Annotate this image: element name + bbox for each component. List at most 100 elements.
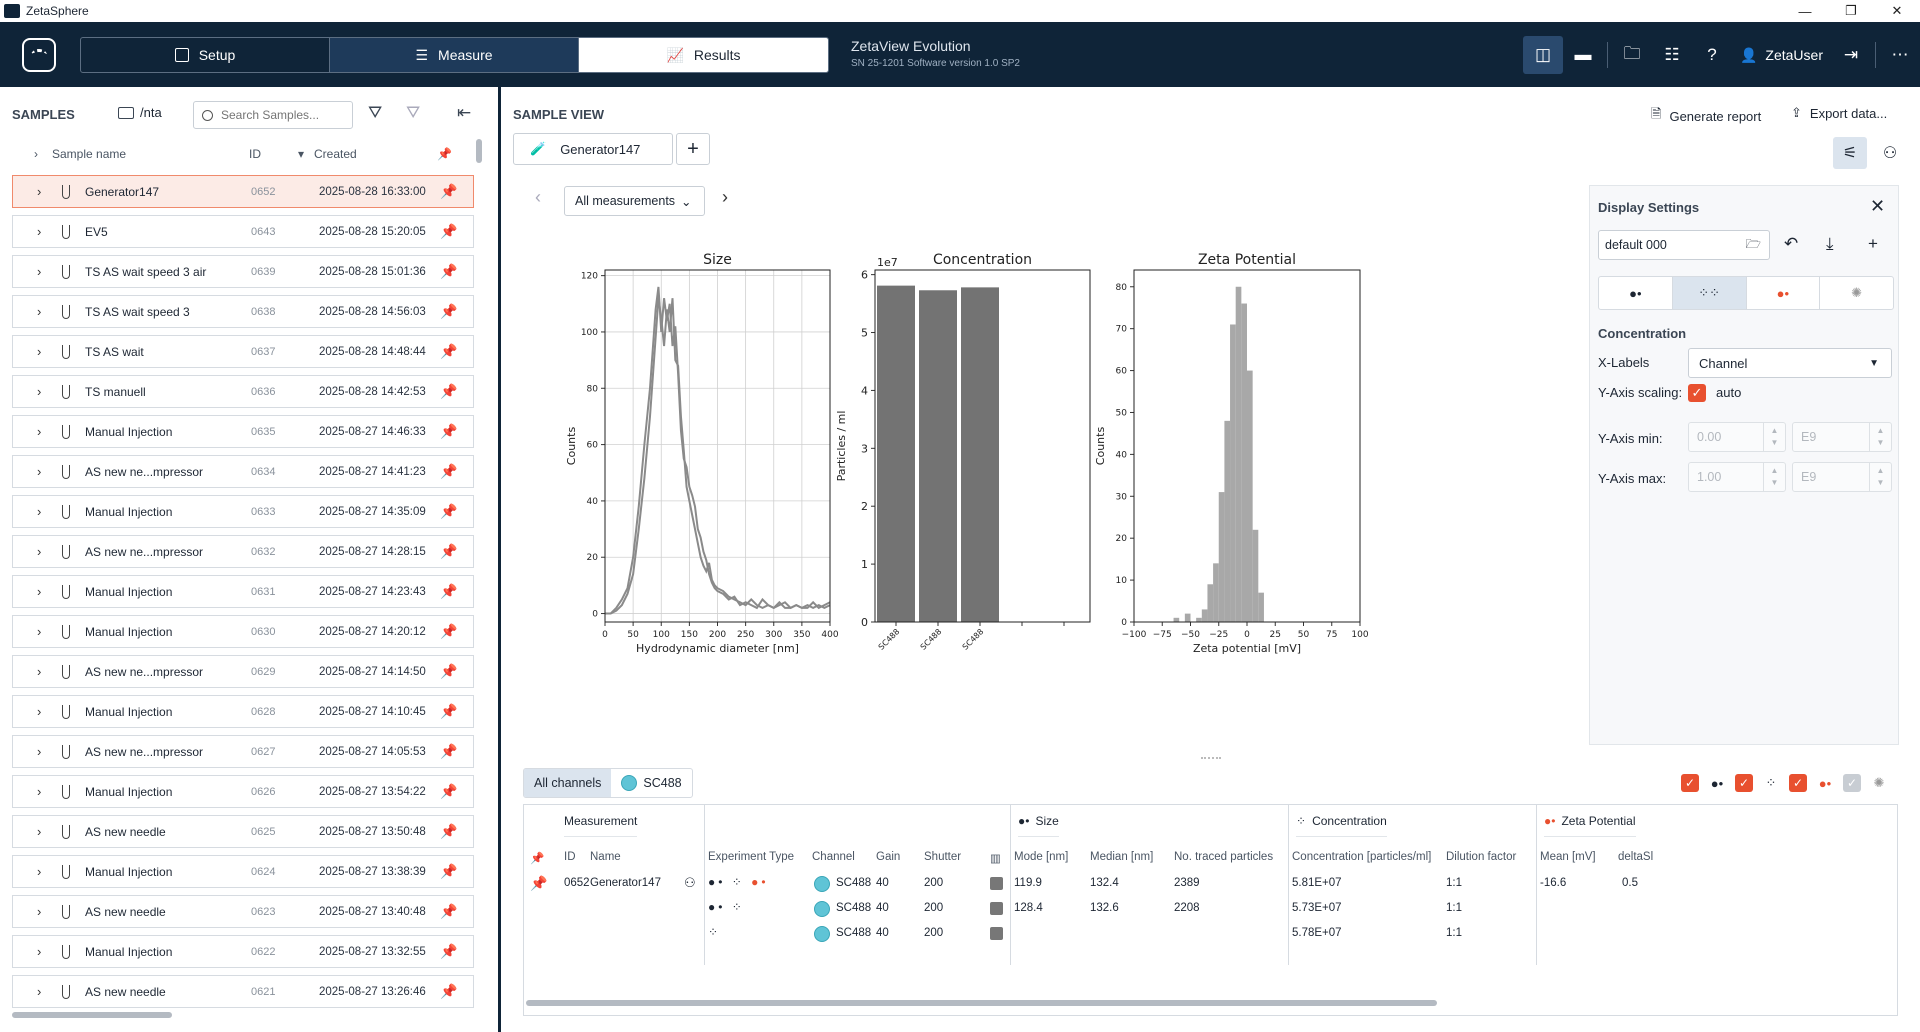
sample-row[interactable]: › AS new needle 0621 2025-08-27 13:26:46 📌 — [12, 975, 474, 1008]
display-settings-toggle-icon[interactable]: ⚟ — [1833, 137, 1867, 169]
add-icon[interactable]: + — [1868, 234, 1878, 253]
chevron-right-icon[interactable]: › — [37, 984, 42, 999]
sample-row[interactable]: › EV5 0643 2025-08-28 15:20:05 📌 — [12, 215, 474, 248]
col-name[interactable]: Sample name — [52, 147, 127, 161]
sample-row[interactable]: › AS new needle 0625 2025-08-27 13:50:48 📌 — [12, 815, 474, 848]
chevron-right-icon[interactable]: › — [37, 464, 42, 479]
close-icon[interactable]: ✕ — [1891, 3, 1903, 18]
size-chart-icon[interactable]: ●• — [1599, 277, 1673, 309]
app-logo-icon[interactable] — [22, 38, 56, 72]
sample-row[interactable]: › Manual Injection 0630 2025-08-27 14:20:12… — [12, 615, 474, 648]
more-icon[interactable]: ⋯ — [1891, 45, 1909, 64]
maximize-icon[interactable]: ❐ — [1845, 3, 1857, 18]
search-box[interactable] — [193, 101, 353, 129]
sample-row[interactable]: › TS AS wait 0637 2025-08-28 14:48:44 📌 — [12, 335, 474, 368]
pin-icon[interactable]: 📌 — [440, 943, 458, 959]
ymin-unit-stepper[interactable]: ▲ ▼ — [1869, 423, 1891, 451]
folder-open-icon[interactable]: 🗁 — [1745, 236, 1761, 251]
sample-row[interactable]: › TS AS wait speed 3 air 0639 2025-08-28 15… — [12, 255, 474, 288]
pin-icon[interactable]: 📌 — [440, 583, 458, 599]
pin-icon[interactable]: 📌 — [440, 463, 458, 479]
pin-header-icon[interactable]: 📌 — [530, 853, 545, 865]
pin-icon[interactable]: 📌 — [440, 623, 458, 639]
chevron-right-icon[interactable]: › — [37, 864, 42, 879]
tab-all-channels[interactable]: All channels — [524, 769, 612, 797]
analysis-icon[interactable]: ⚇ — [1882, 145, 1898, 162]
full-layout-icon[interactable]: ▬ — [1574, 45, 1592, 64]
pin-header-icon[interactable]: 📌 — [437, 147, 452, 161]
chevron-right-icon[interactable]: › — [37, 184, 42, 199]
expand-all-icon[interactable]: › — [34, 147, 38, 161]
sample-row[interactable]: › AS new ne...mpressor 0629 2025-08-27 14:1… — [12, 655, 474, 688]
pin-icon[interactable]: 📌 — [440, 863, 458, 879]
ymax-stepper[interactable]: ▲ ▼ — [1763, 463, 1785, 491]
minimize-icon[interactable]: — — [1798, 3, 1812, 19]
brightness-chart-icon[interactable]: ✺ — [1851, 285, 1863, 300]
chevron-right-icon[interactable]: › — [37, 504, 42, 519]
sample-row[interactable]: › AS new ne...mpressor 0627 2025-08-27 14:0… — [12, 735, 474, 768]
chevron-right-icon[interactable]: › — [37, 384, 42, 399]
chevron-right-icon[interactable]: › — [37, 224, 42, 239]
pin-icon[interactable]: 📌 — [440, 783, 458, 799]
samples-vscroll[interactable] — [476, 139, 482, 163]
search-input[interactable] — [221, 108, 341, 122]
ymin-input[interactable]: 0.00 ▲ ▼ — [1688, 422, 1786, 452]
close-icon[interactable]: ✕ — [1870, 196, 1886, 216]
samples-hscroll[interactable] — [12, 1012, 172, 1018]
user-menu[interactable]: 👤 ZetaUser — [1732, 47, 1831, 64]
chevron-right-icon[interactable]: › — [37, 344, 42, 359]
chevron-right-icon[interactable]: › — [37, 704, 42, 719]
measurement-select[interactable]: All measurements ⌄ — [564, 186, 705, 216]
series-color-swatch[interactable] — [990, 902, 1003, 915]
sample-row[interactable]: › Manual Injection 0635 2025-08-27 14:46:33… — [12, 415, 474, 448]
add-sample-tab-button[interactable]: + — [676, 133, 710, 165]
sample-row[interactable]: › AS new needle 0623 2025-08-27 13:40:48 📌 — [12, 895, 474, 928]
help-icon[interactable]: ? — [1707, 45, 1717, 64]
pin-icon[interactable]: 📌 — [440, 343, 458, 359]
chevron-right-icon[interactable]: › — [37, 904, 42, 919]
logout-icon[interactable]: ⇥ — [1843, 45, 1859, 64]
next-measurement-icon[interactable]: › — [722, 187, 728, 207]
chevron-right-icon[interactable]: › — [37, 424, 42, 439]
filter-icon[interactable]: ⛛ — [368, 103, 383, 122]
preset-field[interactable]: default 000 🗁 — [1598, 230, 1770, 260]
pin-icon[interactable]: 📌 — [530, 875, 548, 891]
conc-toggle-checkbox[interactable]: ✓ — [1735, 774, 1753, 792]
xlabels-select[interactable]: Channel ▼ — [1688, 348, 1892, 378]
chevron-right-icon[interactable]: › — [37, 544, 42, 559]
pin-icon[interactable]: 📌 — [440, 903, 458, 919]
sample-row[interactable]: › Manual Injection 0633 2025-08-27 14:35:09… — [12, 495, 474, 528]
sample-row[interactable]: › Manual Injection 0624 2025-08-27 13:38:39… — [12, 855, 474, 888]
folder-icon[interactable]: 🗀 — [1623, 43, 1641, 63]
ymax-unit-stepper[interactable]: ▲ ▼ — [1869, 463, 1891, 491]
pin-icon[interactable]: 📌 — [440, 383, 458, 399]
chevron-right-icon[interactable]: › — [37, 584, 42, 599]
samples-path[interactable]: /nta — [118, 105, 162, 120]
chevron-right-icon[interactable]: › — [37, 824, 42, 839]
download-icon[interactable]: ⤓ — [1826, 234, 1834, 253]
brightness-toggle-checkbox[interactable]: ✓ — [1843, 774, 1861, 792]
export-data-button[interactable]: ⇪ Export data... — [1791, 105, 1887, 121]
pin-icon[interactable]: 📌 — [440, 423, 458, 439]
chevron-right-icon[interactable]: › — [37, 664, 42, 679]
pin-icon[interactable]: 📌 — [440, 303, 458, 319]
sample-row[interactable]: › AS new ne...mpressor 0632 2025-08-27 14:2… — [12, 535, 474, 568]
chevron-right-icon[interactable]: › — [37, 784, 42, 799]
split-layout-icon[interactable]: ◫ — [1522, 36, 1563, 74]
panel-divider[interactable] — [498, 87, 501, 1032]
pin-icon[interactable]: 📌 — [440, 823, 458, 839]
sample-row[interactable]: › Generator147 0652 2025-08-28 16:33:00 📌 — [12, 175, 474, 208]
pin-icon[interactable]: 📌 — [440, 743, 458, 759]
chevron-right-icon[interactable]: › — [37, 304, 42, 319]
chevron-right-icon[interactable]: › — [37, 264, 42, 279]
sample-row[interactable]: › Manual Injection 0622 2025-08-27 13:32:55… — [12, 935, 474, 968]
zeta-chart-icon[interactable]: ●• — [1747, 277, 1821, 309]
pin-icon[interactable]: 📌 — [440, 663, 458, 679]
sample-row[interactable]: › TS manuell 0636 2025-08-28 14:42:53 📌 — [12, 375, 474, 408]
sample-row[interactable]: › Manual Injection 0628 2025-08-27 14:10:45… — [12, 695, 474, 728]
auto-scale-checkbox[interactable]: ✓ — [1688, 384, 1706, 402]
pin-icon[interactable]: 📌 — [440, 703, 458, 719]
sample-row[interactable]: › AS new ne...mpressor 0634 2025-08-27 14:4… — [12, 455, 474, 488]
sample-row[interactable]: › TS AS wait speed 3 0638 2025-08-28 14:56:… — [12, 295, 474, 328]
undo-icon[interactable]: ↶ — [1784, 234, 1799, 253]
